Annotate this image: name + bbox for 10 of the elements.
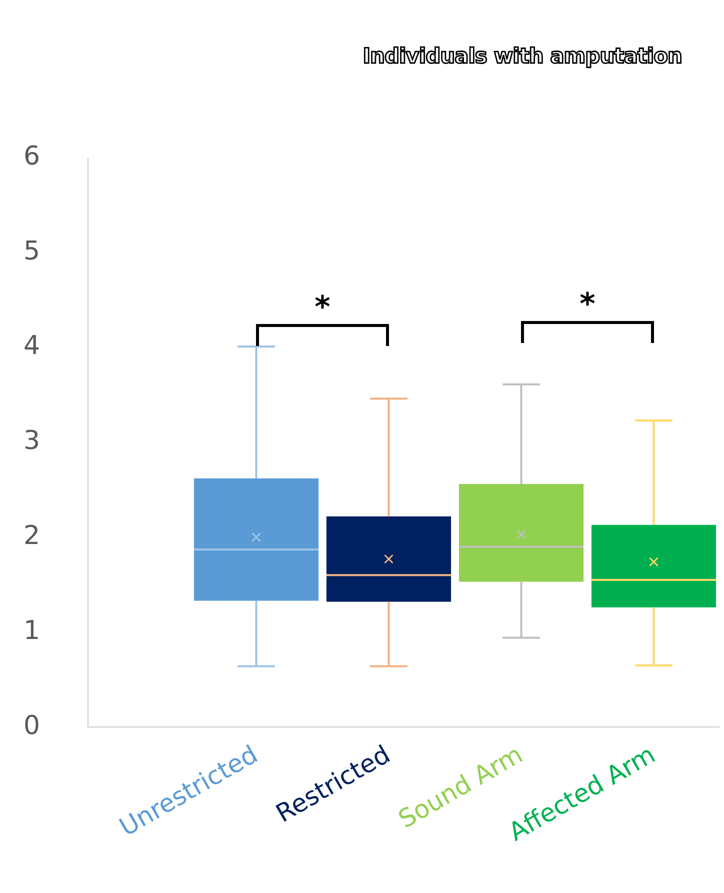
y-tick-label: 5 (23, 236, 40, 266)
y-tick-label: 2 (23, 520, 40, 551)
annotation: * (580, 286, 596, 322)
y-tick-label: 0 (23, 710, 40, 741)
y-tick-label: 6 (23, 141, 40, 172)
y-tick-label: 3 (23, 426, 40, 456)
annotation: * (314, 290, 330, 325)
y-tick-label: 4 (23, 331, 40, 362)
chart-title: Individuals with amputation (362, 44, 682, 68)
y-tick-label: 1 (23, 616, 40, 646)
